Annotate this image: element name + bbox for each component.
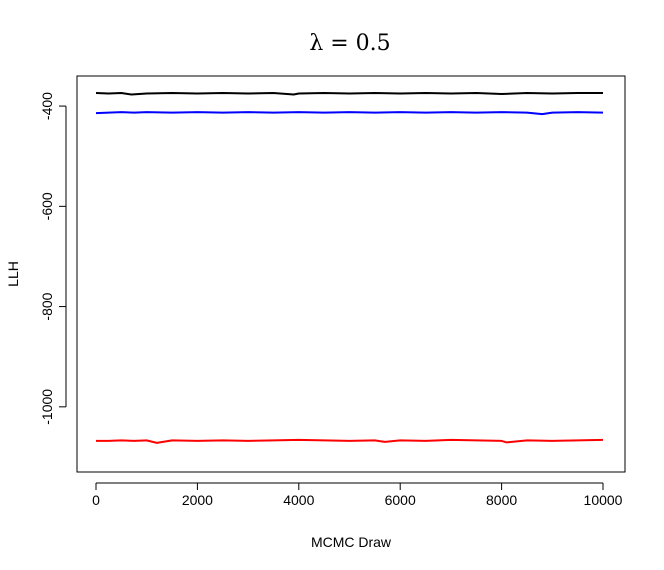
x-tick-label: 10000	[584, 492, 623, 508]
y-tick-label: -1000	[39, 389, 55, 425]
y-tick-label: -400	[39, 92, 55, 120]
y-axis-label: LLH	[5, 261, 21, 287]
y-axis: -400 -600 -800 -1000	[39, 92, 67, 425]
x-axis-label: MCMC Draw	[311, 534, 392, 550]
y-tick-label: -800	[39, 292, 55, 320]
x-tick-label: 2000	[182, 492, 213, 508]
x-tick-label: 4000	[283, 492, 314, 508]
x-tick-label: 0	[92, 492, 100, 508]
y-tick-label: -600	[39, 192, 55, 220]
series-group	[95, 92, 604, 444]
x-tick-label: 6000	[385, 492, 416, 508]
series-line-1	[95, 111, 604, 116]
chart-title: λ = 0.5	[309, 31, 390, 56]
x-tick-label: 8000	[486, 492, 517, 508]
x-axis: 0 2000 4000 6000 8000 10000	[92, 482, 623, 508]
plot-frame	[76, 75, 626, 473]
series-line-2	[96, 438, 604, 444]
series-line-0	[95, 92, 603, 96]
